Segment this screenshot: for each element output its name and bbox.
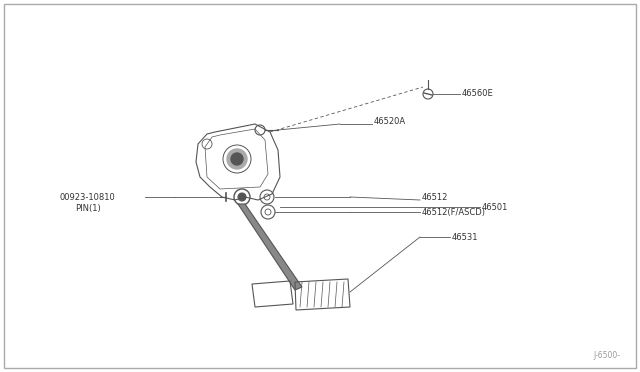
Circle shape [231, 153, 243, 165]
Text: J-6500-: J-6500- [593, 351, 620, 360]
Text: PIN(1): PIN(1) [75, 205, 100, 214]
Circle shape [238, 193, 246, 201]
Text: 46512(F/ASCD): 46512(F/ASCD) [422, 208, 486, 217]
Text: 00923-10810: 00923-10810 [60, 192, 116, 202]
Text: 46501: 46501 [482, 202, 508, 212]
Text: 46531: 46531 [452, 232, 479, 241]
Text: 46520A: 46520A [374, 118, 406, 126]
Text: 46560E: 46560E [462, 90, 493, 99]
Polygon shape [238, 204, 302, 290]
Text: 46512: 46512 [422, 192, 449, 202]
Circle shape [227, 149, 247, 169]
